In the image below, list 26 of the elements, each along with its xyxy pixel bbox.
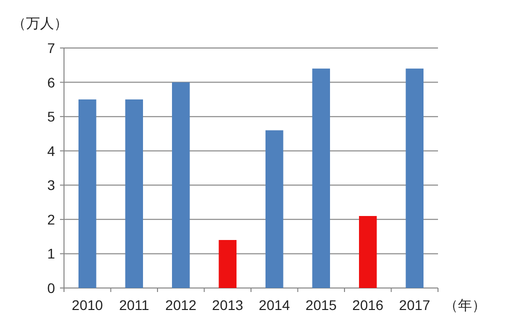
y-tick-label: 5 [47,108,56,125]
y-tick-label: 6 [47,74,56,90]
bar [218,240,237,288]
y-axis-title: （万人） [12,15,68,31]
y-tick-label: 2 [47,211,56,228]
x-tick-label: 2014 [258,297,290,313]
bar [265,130,284,288]
bar [125,99,144,288]
y-tick-label: 0 [47,280,56,296]
bar [358,216,377,288]
x-tick-label: 2017 [399,297,430,313]
x-tick-label: 2010 [72,297,104,313]
bar [406,68,424,288]
x-tick-label: 2011 [119,297,150,313]
bar [312,68,330,288]
bar [78,99,96,288]
bar [172,82,190,288]
x-tick-label: 2016 [352,297,384,313]
x-tick-label: 2012 [165,297,197,313]
x-tick-label: 2015 [306,297,337,313]
x-tick-label: 2013 [212,297,244,313]
y-tick-label: 7 [47,40,56,56]
y-tick-label: 1 [47,246,56,262]
y-tick-label: 4 [47,142,56,159]
x-axis-title: （年） [444,297,486,313]
y-tick-label: 3 [47,177,56,194]
